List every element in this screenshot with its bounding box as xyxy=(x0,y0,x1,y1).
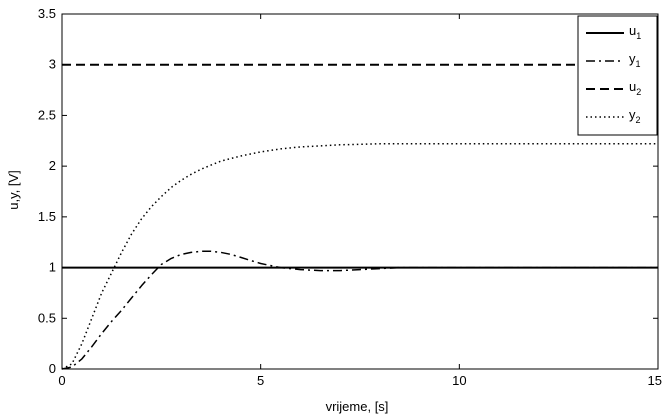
legend-label: y1 xyxy=(629,51,641,69)
series-line-y2 xyxy=(61,143,658,370)
y-tick-label: 1 xyxy=(49,260,56,275)
y-tick-label: 3 xyxy=(49,57,56,72)
y-tick-label: 2.5 xyxy=(38,107,56,122)
y-tick-label: 2 xyxy=(49,158,56,173)
series-group xyxy=(61,63,658,370)
y-tick-label: 0 xyxy=(49,361,56,376)
legend-label: y2 xyxy=(629,107,641,125)
series-line-y1 xyxy=(61,250,658,370)
axes: 0 5 10 15 0 0.5 1 1.5 2 2.5 3 3.5 xyxy=(38,6,662,388)
plot-frame xyxy=(61,13,659,370)
legend-box xyxy=(577,15,658,136)
x-tick-label: 5 xyxy=(257,373,264,388)
x-axis-label: vrijeme, [s] xyxy=(326,399,389,414)
y-tick-label: 1.5 xyxy=(38,209,56,224)
y-tick-label: 0.5 xyxy=(38,310,56,325)
x-tick-label: 10 xyxy=(452,373,466,388)
y-tick-label: 3.5 xyxy=(38,6,56,21)
x-tick-label: 0 xyxy=(58,373,65,388)
x-tick-label: 15 xyxy=(648,373,662,388)
y-axis-label: u,y, [V] xyxy=(6,170,21,210)
